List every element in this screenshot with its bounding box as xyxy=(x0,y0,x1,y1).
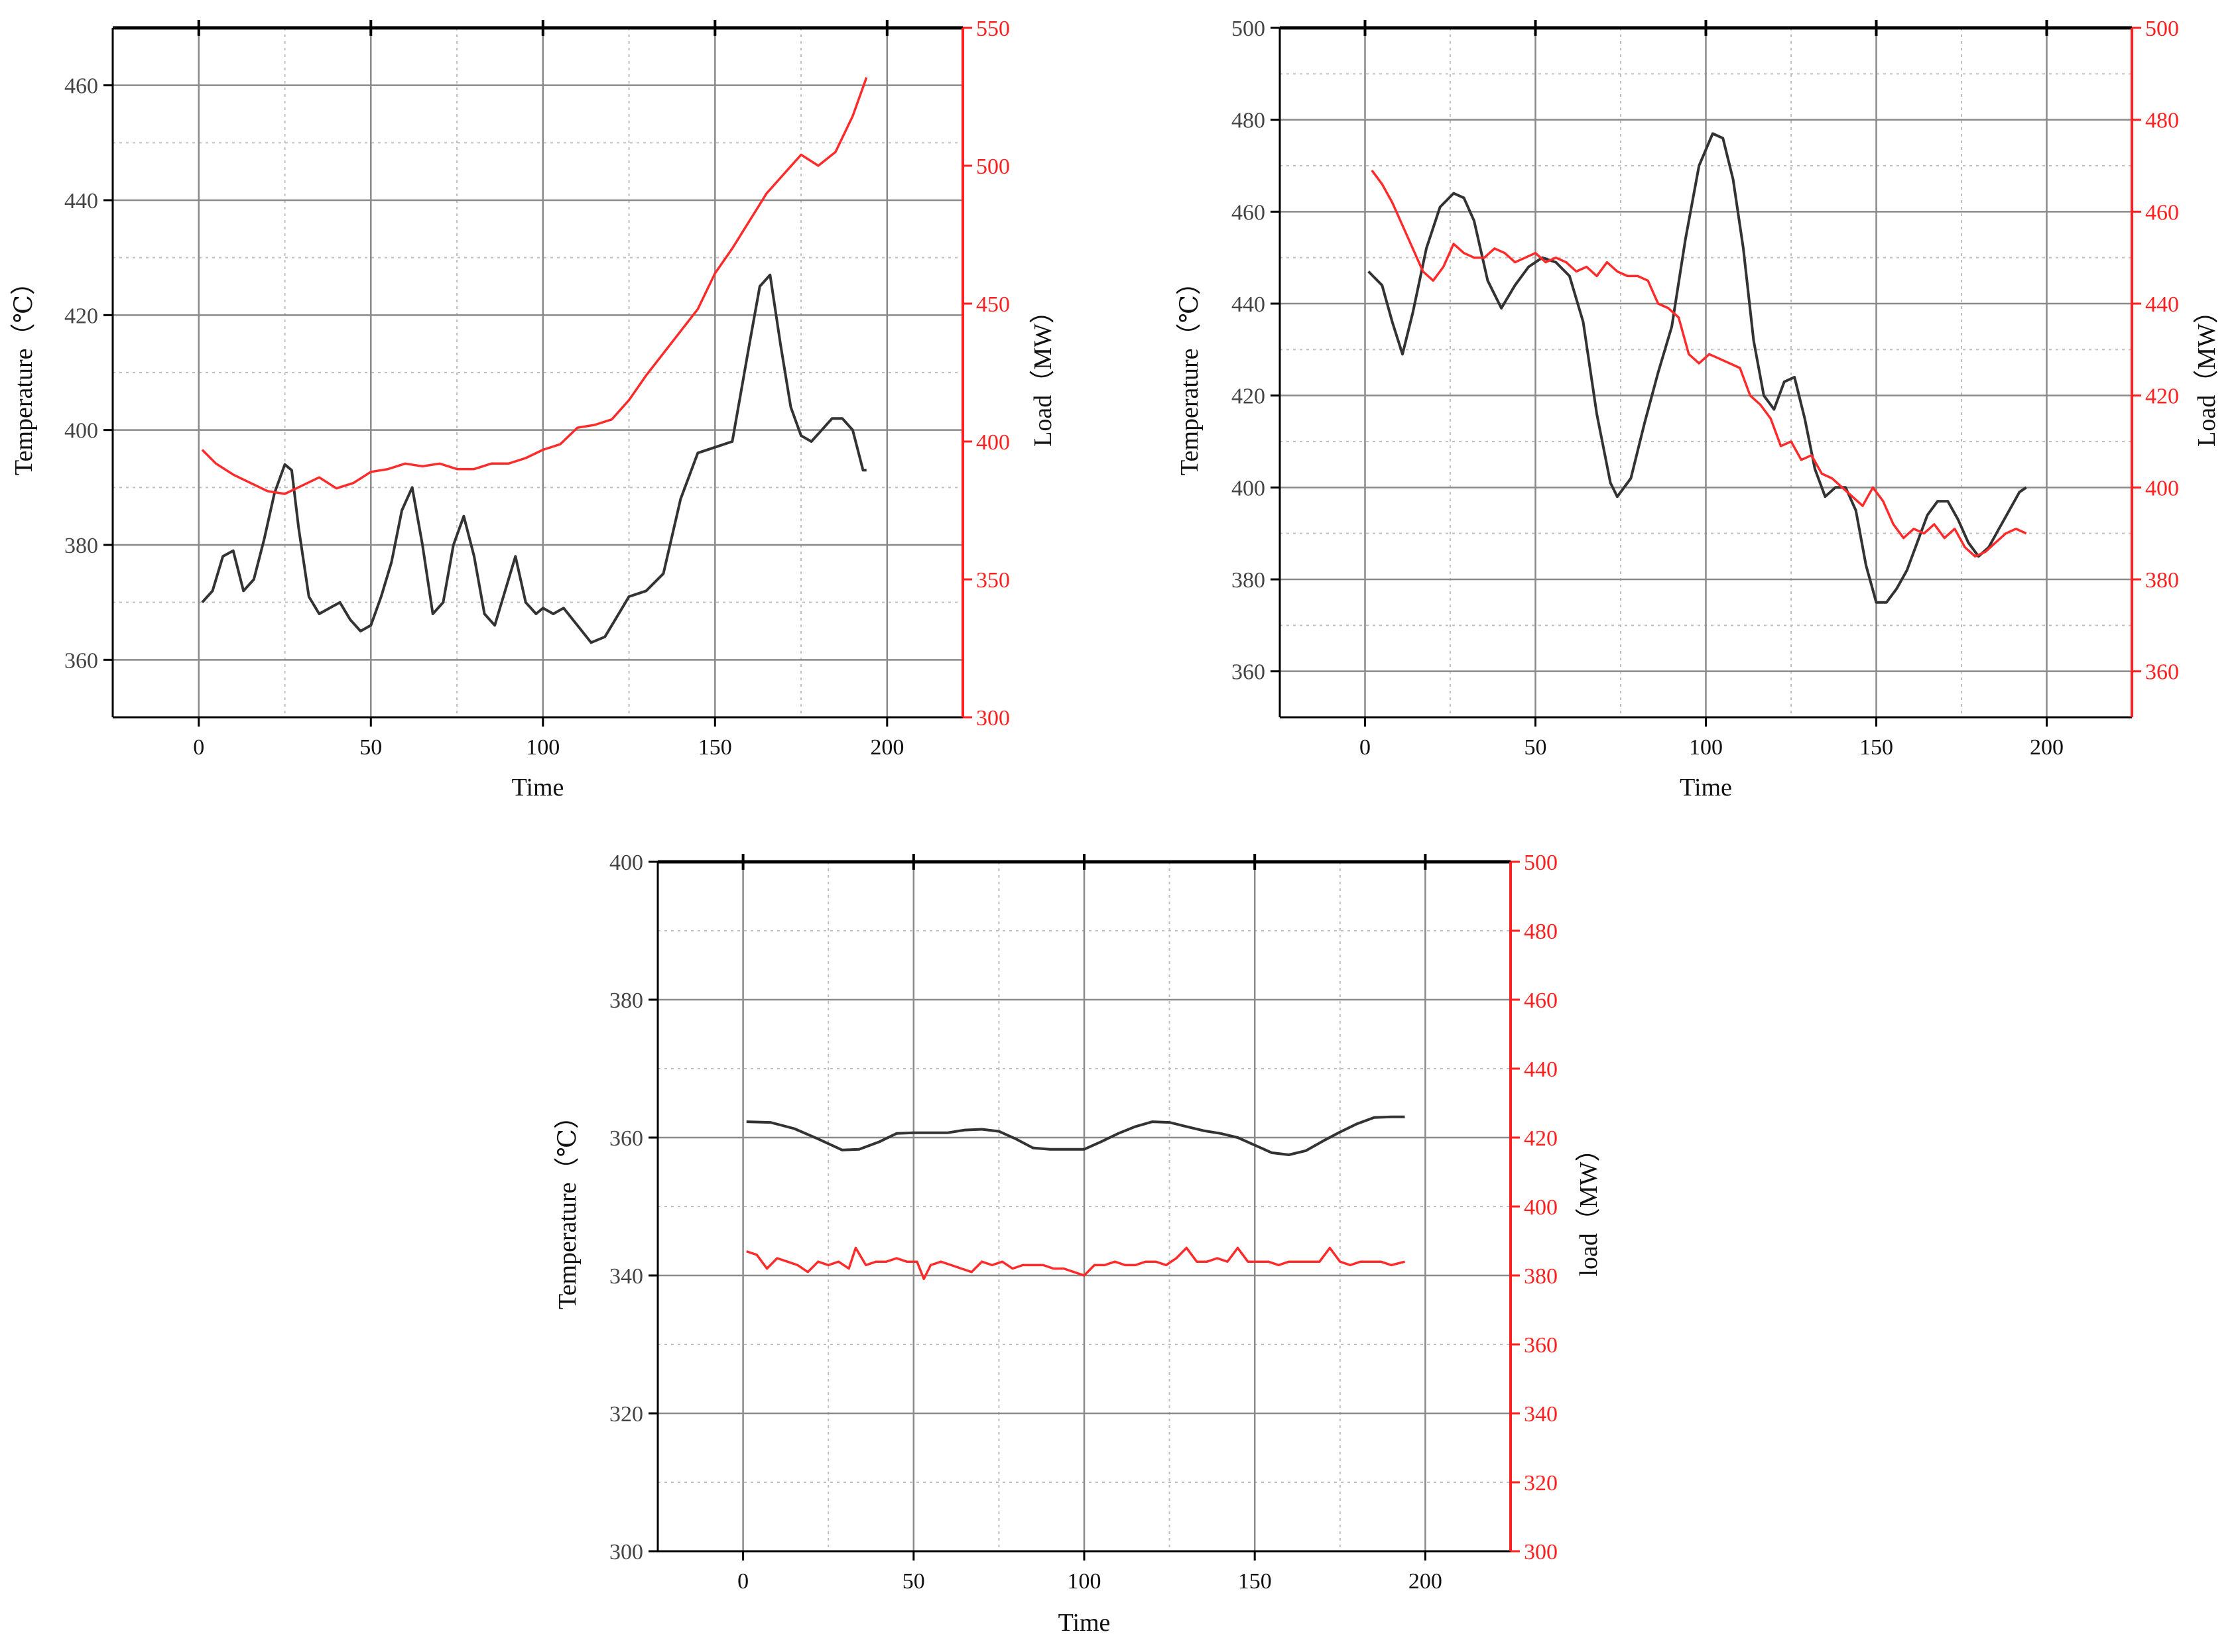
x-axis-title: Time xyxy=(1058,1609,1111,1637)
load-series-line xyxy=(1371,169,2027,558)
left-tick-label: 420 xyxy=(64,304,98,328)
x-tick-label: 150 xyxy=(698,735,732,760)
chart-panel-top-left: 0 50 100 150 200 360 380 400 420 440 460 300 350 400 4… xyxy=(10,17,1057,801)
left-tick-label: 360 xyxy=(609,1126,643,1151)
load-series-line xyxy=(201,77,868,495)
x-tick-label: 200 xyxy=(1408,1569,1442,1594)
right-tick-label: 320 xyxy=(1524,1471,1558,1496)
right-tick-label: 550 xyxy=(976,17,1010,41)
right-tick-label: 460 xyxy=(2145,200,2179,225)
temperature-series-line xyxy=(201,273,867,644)
chart-panel-top-right: 0 50 100 150 200 360 380 400 420 440 460 480 500 360 3… xyxy=(1176,17,2221,801)
left-tick-label: 400 xyxy=(1231,476,1265,501)
right-tick-label: 400 xyxy=(1524,1195,1558,1220)
right-axis-title: Load（MW） xyxy=(1029,298,1057,447)
right-tick-label: 300 xyxy=(1524,1540,1558,1564)
left-tick-label: 380 xyxy=(609,988,643,1013)
x-tick-label: 100 xyxy=(1068,1569,1101,1594)
x-tick-label: 50 xyxy=(1524,735,1547,760)
left-tick-label: 480 xyxy=(1231,109,1265,133)
temperature-series-line xyxy=(746,1115,1405,1156)
left-tick-label: 300 xyxy=(609,1540,643,1564)
x-tick-label: 50 xyxy=(359,735,382,760)
x-tick-label: 50 xyxy=(902,1569,925,1594)
left-tick-label: 320 xyxy=(609,1402,643,1427)
right-tick-label: 420 xyxy=(1524,1126,1558,1151)
x-tick-label: 0 xyxy=(1359,735,1371,760)
right-tick-label: 380 xyxy=(2145,568,2179,593)
right-tick-label: 450 xyxy=(976,292,1010,317)
right-tick-label: 350 xyxy=(976,568,1010,593)
left-tick-label: 440 xyxy=(64,189,98,213)
left-tick-label: 440 xyxy=(1231,292,1265,317)
right-tick-label: 360 xyxy=(1524,1333,1558,1358)
left-axis-title: Temperature（℃） xyxy=(1176,270,1204,475)
right-tick-label: 420 xyxy=(2145,384,2179,409)
left-tick-label: 460 xyxy=(1231,200,1265,225)
temperature-series-line xyxy=(1367,132,2027,604)
right-tick-label: 500 xyxy=(976,154,1010,179)
right-axis-title: load（MW） xyxy=(1575,1136,1603,1276)
left-axis-title: Temperature（℃） xyxy=(10,270,38,475)
left-tick-label: 380 xyxy=(1231,568,1265,593)
x-tick-label: 0 xyxy=(193,735,204,760)
right-tick-label: 500 xyxy=(2145,17,2179,41)
left-axis-title: Temperature（℃） xyxy=(554,1104,582,1309)
left-tick-label: 360 xyxy=(1231,660,1265,685)
x-tick-label: 100 xyxy=(526,735,560,760)
right-tick-label: 400 xyxy=(976,430,1010,455)
right-tick-label: 340 xyxy=(1524,1402,1558,1427)
left-tick-label: 500 xyxy=(1231,17,1265,41)
left-tick-label: 400 xyxy=(64,419,98,443)
right-axis-title: Load（MW） xyxy=(2193,298,2221,447)
right-tick-label: 480 xyxy=(2145,109,2179,133)
x-tick-label: 100 xyxy=(1689,735,1723,760)
right-tick-label: 300 xyxy=(976,706,1010,731)
x-tick-label: 200 xyxy=(870,735,904,760)
x-tick-label: 150 xyxy=(1859,735,1893,760)
left-tick-label: 460 xyxy=(64,74,98,99)
right-tick-label: 440 xyxy=(1524,1057,1558,1082)
right-tick-label: 400 xyxy=(2145,476,2179,501)
x-axis-title: Time xyxy=(1680,774,1732,801)
left-tick-label: 360 xyxy=(64,648,98,673)
x-tick-label: 150 xyxy=(1238,1569,1272,1594)
right-tick-label: 380 xyxy=(1524,1264,1558,1289)
left-tick-label: 340 xyxy=(609,1264,643,1289)
right-tick-label: 360 xyxy=(2145,660,2179,685)
x-tick-label: 0 xyxy=(737,1569,749,1594)
right-tick-label: 480 xyxy=(1524,919,1558,944)
load-series-line xyxy=(746,1246,1405,1280)
left-tick-label: 380 xyxy=(64,534,98,558)
x-tick-label: 200 xyxy=(2030,735,2064,760)
left-tick-label: 420 xyxy=(1231,384,1265,409)
right-tick-label: 440 xyxy=(2145,292,2179,317)
left-tick-label: 400 xyxy=(609,851,643,875)
right-tick-label: 500 xyxy=(1524,851,1558,875)
x-axis-title: Time xyxy=(512,774,564,801)
right-tick-label: 460 xyxy=(1524,988,1558,1013)
chart-panel-bottom: 0 50 100 150 200 300 320 340 360 380 400 300 320 340 3… xyxy=(554,851,1603,1637)
